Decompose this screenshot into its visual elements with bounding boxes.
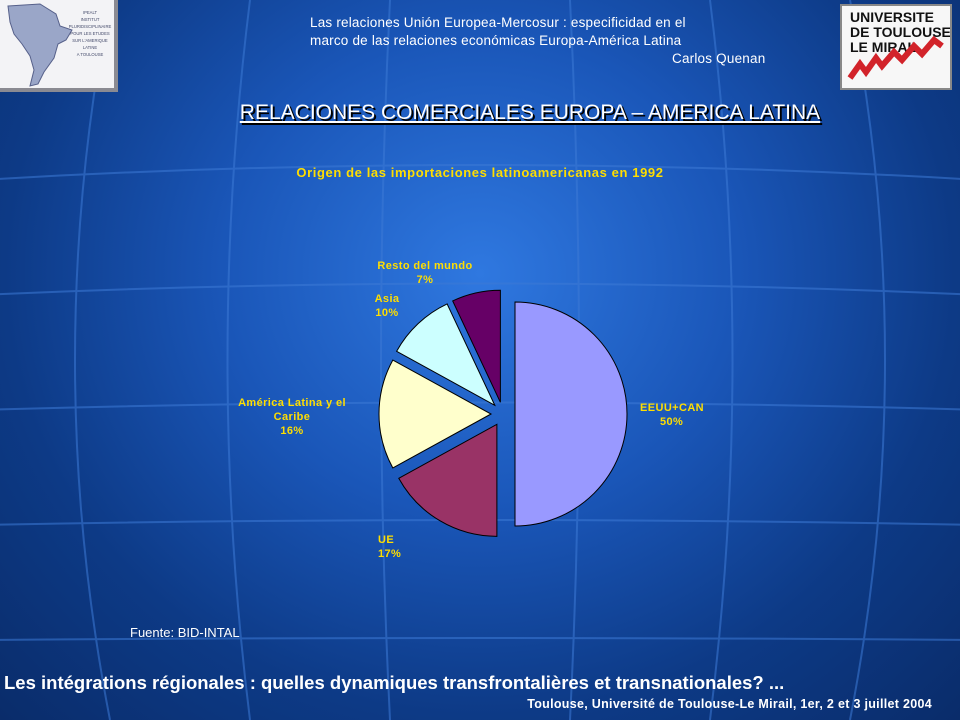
header-subtitle-line2: marco de las relaciones económicas Europ… xyxy=(310,33,682,48)
slice-eeuu-can xyxy=(514,301,628,527)
slice-label-text: Caribe xyxy=(273,411,311,423)
slice-label-text: EEUU+CAN xyxy=(640,402,705,414)
slice-label-text: Asia xyxy=(374,293,400,305)
slice-resto-mundo xyxy=(452,289,501,403)
slice-label-america-latina: América Latina y el Caribe 16% xyxy=(222,396,362,438)
university-logo: UNIVERSITE DE TOULOUSE LE MIRAIL xyxy=(840,4,952,90)
slice-percent-text: 17% xyxy=(378,548,402,560)
logo-text: DE TOULOUSE xyxy=(850,24,950,40)
slice-america-latina xyxy=(378,359,493,469)
logo-text: IPEALT xyxy=(83,10,98,15)
source-note: Fuente: BID-INTAL xyxy=(130,625,240,640)
slice-label-ue: UE 17% xyxy=(378,533,401,561)
slice-percent-text: 7% xyxy=(416,274,434,286)
logo-text: LE MIRAIL xyxy=(850,39,920,55)
ipealt-logo: IPEALT INSTITUT PLURIDISCIPLINAIRE POUR … xyxy=(0,0,118,92)
slice-asia xyxy=(395,303,496,407)
logo-text: UNIVERSITE xyxy=(850,9,934,25)
slice-label-text: Resto del mundo xyxy=(377,260,473,272)
slice-label-asia: Asia 10% xyxy=(352,292,422,320)
logo-text: LATINE xyxy=(83,45,98,50)
logo-text: POUR LES ETUDES xyxy=(70,31,110,36)
logo-text: INSTITUT xyxy=(81,17,100,22)
logo-text: PLURIDISCIPLINAIRE xyxy=(69,24,112,29)
logo-text: A TOULOUSE xyxy=(77,52,104,57)
footer-title: Les intégrations régionales : quelles dy… xyxy=(4,672,785,693)
footer-event: Toulouse, Université de Toulouse-Le Mira… xyxy=(527,697,932,711)
university-mark-icon xyxy=(847,35,944,80)
slice-label-text: UE xyxy=(378,534,395,546)
slice-label-text: América Latina y el xyxy=(238,397,346,409)
slice-ue xyxy=(398,423,498,537)
logo-text: SUR L'AMERIQUE xyxy=(72,38,108,43)
chart-title: Origen de las importaciones latinoameric… xyxy=(296,165,664,180)
slice-percent-text: 10% xyxy=(375,307,399,319)
latin-america-map-icon: IPEALT INSTITUT PLURIDISCIPLINAIRE POUR … xyxy=(7,3,112,87)
slide-title: RELACIONES COMERCIALES EUROPA – AMERICA … xyxy=(239,101,821,124)
slice-percent-text: 16% xyxy=(280,425,304,437)
header-subtitle-line1: Las relaciones Unión Europea-Mercosur : … xyxy=(310,15,686,30)
slice-label-resto: Resto del mundo 7% xyxy=(360,259,490,287)
header-author: Carlos Quenan xyxy=(672,51,766,66)
slice-percent-text: 50% xyxy=(660,416,684,428)
slice-label-eeuu: EEUU+CAN 50% xyxy=(640,401,704,429)
